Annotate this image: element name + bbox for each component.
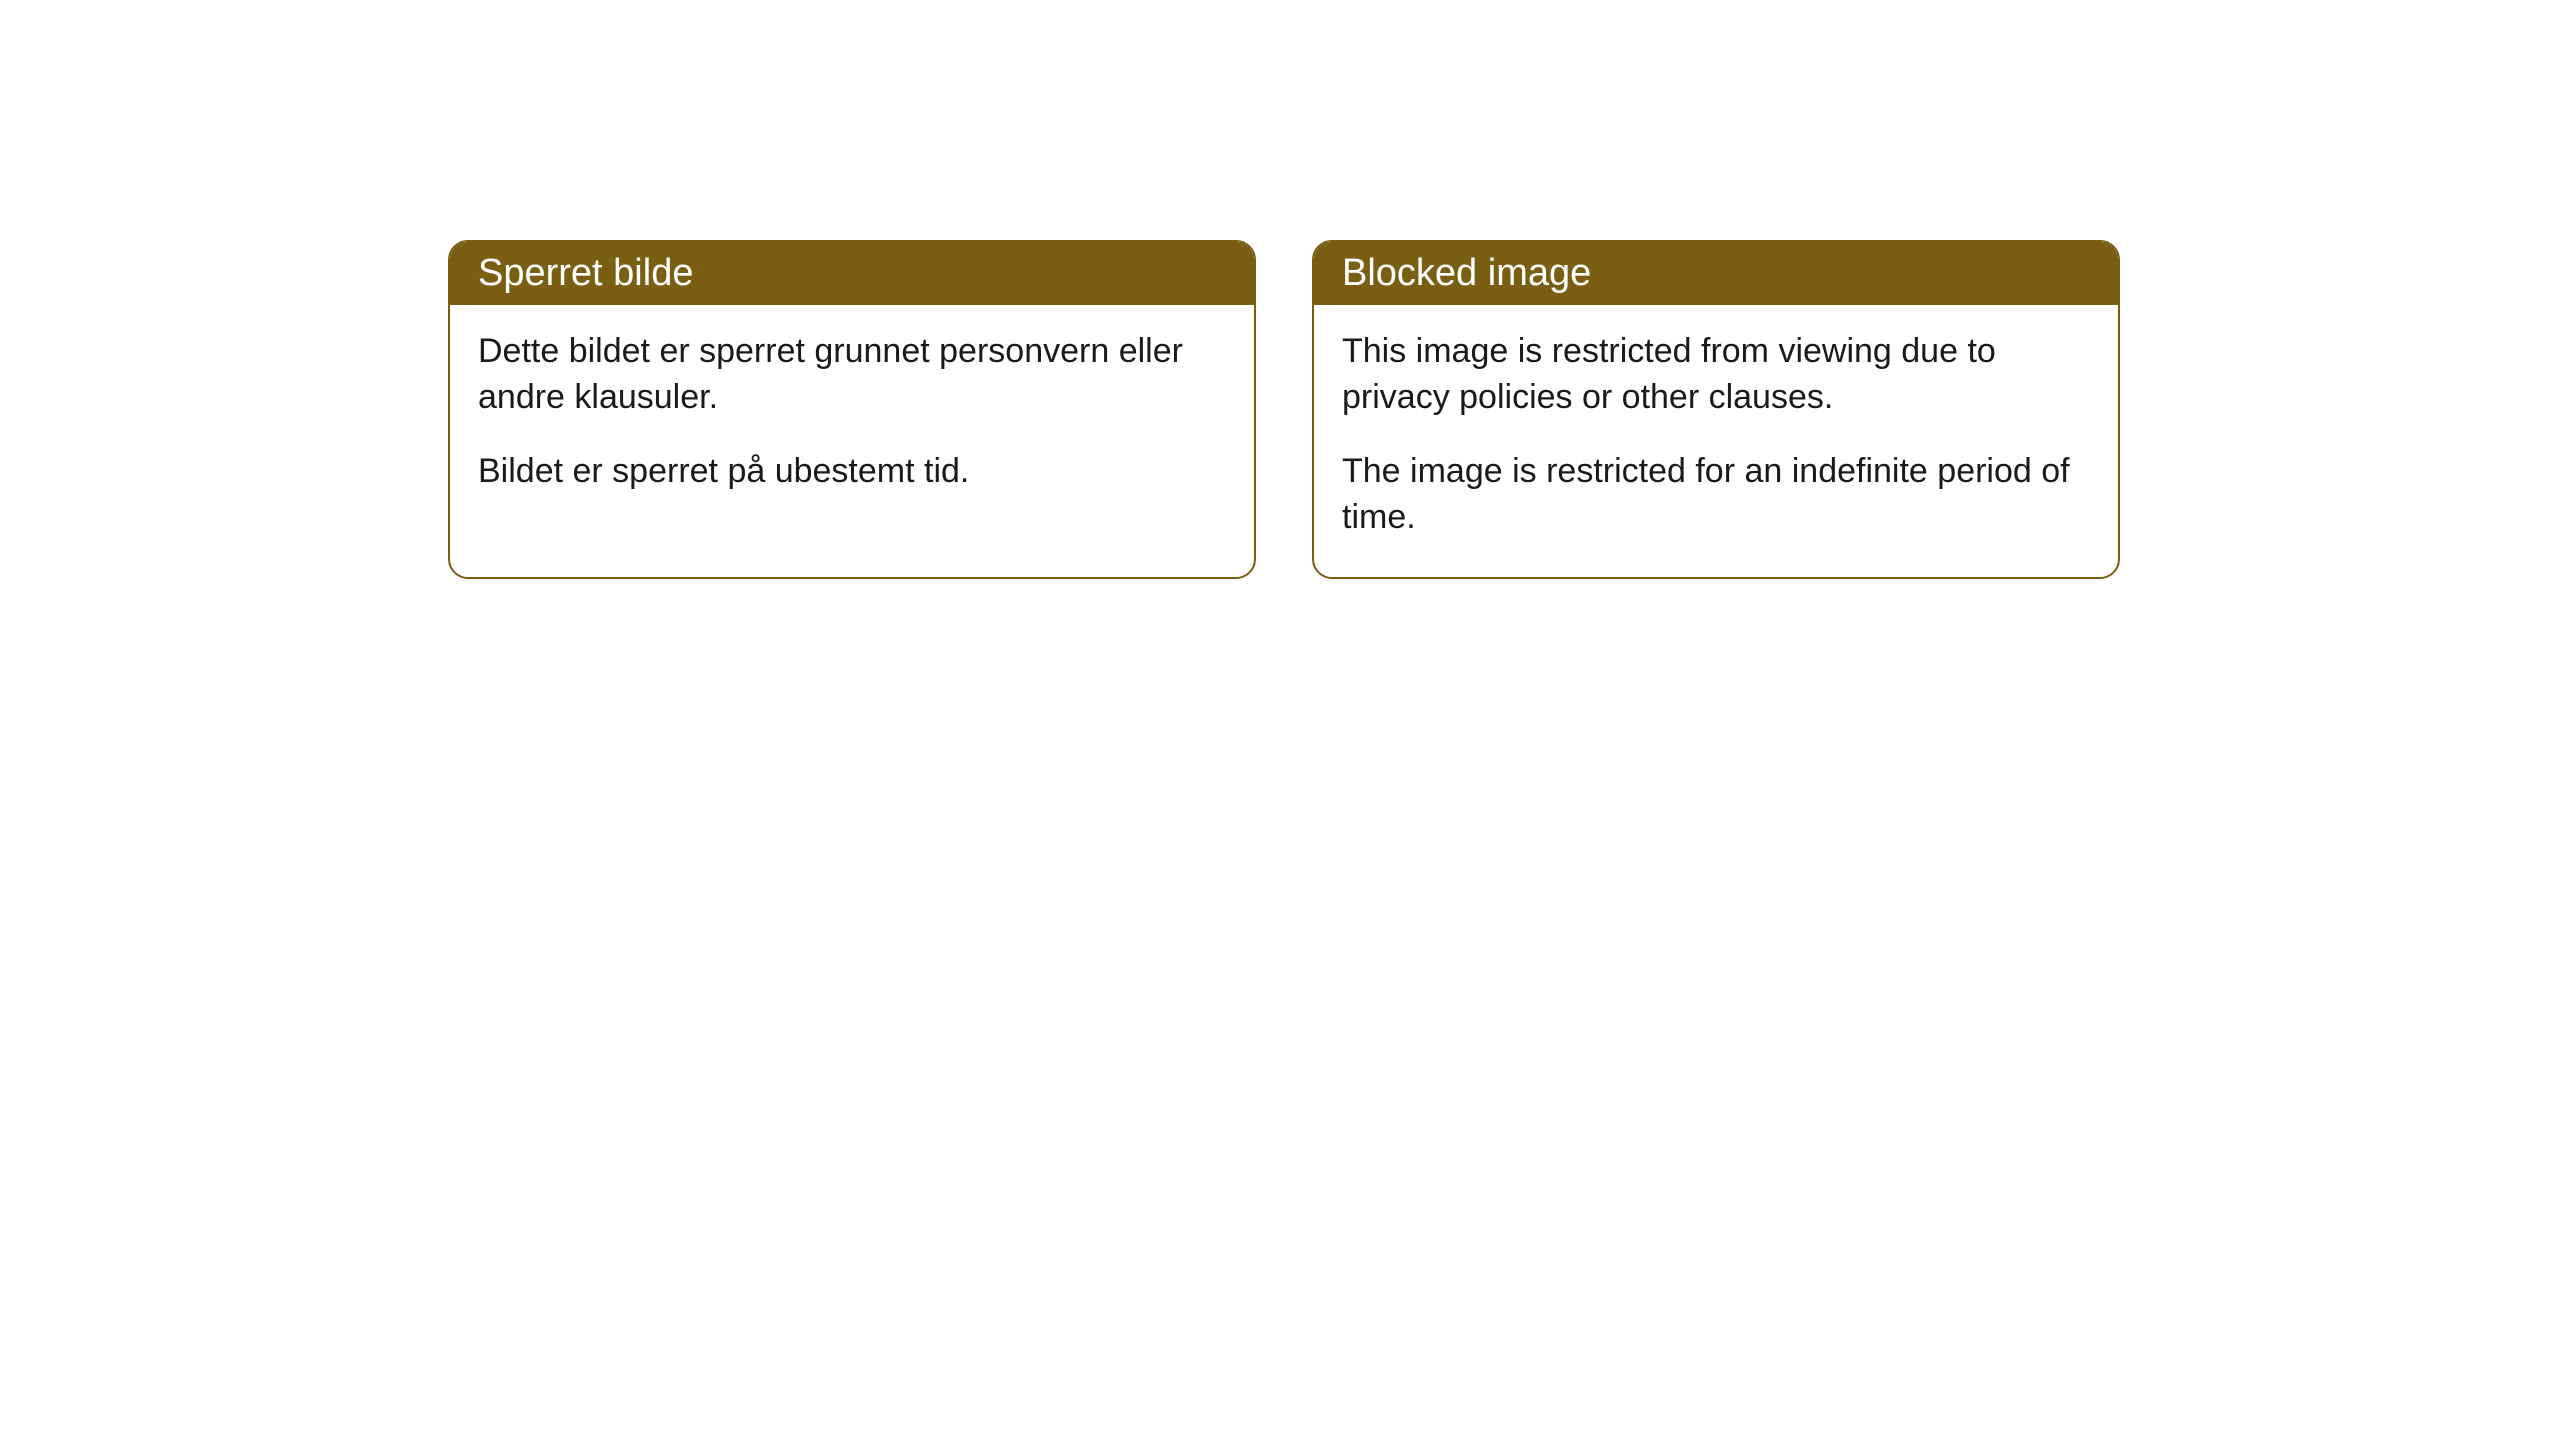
blocked-image-card-en: Blocked image This image is restricted f… [1312, 240, 2120, 579]
card-header-en: Blocked image [1314, 242, 2118, 305]
card-header-no: Sperret bilde [450, 242, 1254, 305]
card-paragraph: This image is restricted from viewing du… [1342, 329, 2090, 421]
cards-container: Sperret bilde Dette bildet er sperret gr… [0, 0, 2560, 579]
blocked-image-card-no: Sperret bilde Dette bildet er sperret gr… [448, 240, 1256, 579]
card-paragraph: Bildet er sperret på ubestemt tid. [478, 449, 1226, 495]
card-body-en: This image is restricted from viewing du… [1314, 305, 2118, 577]
card-body-no: Dette bildet er sperret grunnet personve… [450, 305, 1254, 531]
card-paragraph: Dette bildet er sperret grunnet personve… [478, 329, 1226, 421]
card-paragraph: The image is restricted for an indefinit… [1342, 449, 2090, 541]
